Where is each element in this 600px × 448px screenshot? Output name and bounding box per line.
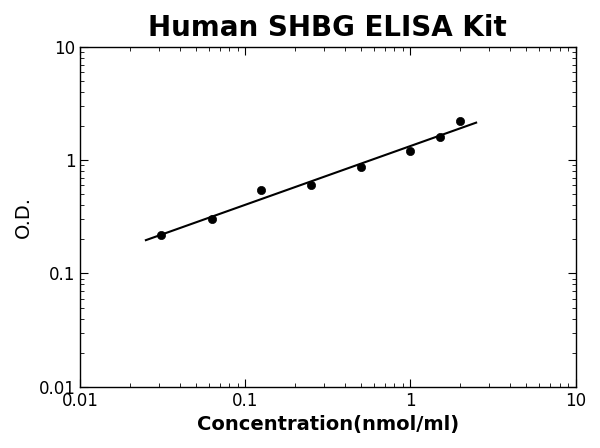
- Title: Human SHBG ELISA Kit: Human SHBG ELISA Kit: [148, 14, 507, 42]
- Point: [208, 216, 217, 223]
- Point: [306, 182, 316, 189]
- Point: [157, 231, 166, 238]
- Point: [406, 148, 415, 155]
- Point: [257, 186, 266, 193]
- Point: [455, 118, 465, 125]
- Point: [435, 134, 445, 141]
- Point: [356, 163, 365, 170]
- Y-axis label: O.D.: O.D.: [14, 196, 33, 238]
- X-axis label: Concentration(nmol/ml): Concentration(nmol/ml): [197, 415, 459, 434]
